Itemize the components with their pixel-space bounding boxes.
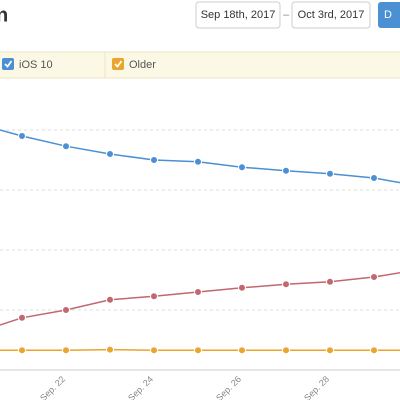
date-from-input[interactable] — [195, 1, 281, 29]
data-point — [194, 288, 202, 296]
legend-label: Older — [129, 59, 156, 71]
data-point — [238, 346, 246, 355]
data-point — [106, 295, 114, 304]
data-point — [150, 292, 158, 301]
date-from: Sep 18th, 2017 — [201, 9, 276, 21]
legend-checkbox[interactable] — [2, 58, 14, 70]
date-separator: – — [283, 9, 290, 21]
data-point — [150, 346, 158, 355]
x-tick-label: Sep. 24 — [126, 374, 155, 400]
data-point — [238, 283, 246, 292]
date-to: Oct 3rd, 2017 — [298, 9, 365, 21]
data-point — [106, 150, 114, 158]
x-tick-label: Sep. 26 — [214, 374, 243, 400]
data-point — [370, 273, 378, 281]
data-point — [194, 346, 202, 355]
legend-check — [4, 60, 13, 68]
data-point — [326, 169, 334, 178]
data-point — [150, 156, 158, 164]
data-point — [238, 163, 246, 172]
legend-bar — [0, 51, 400, 79]
x-tick-label: Sep. 22 — [38, 374, 67, 400]
data-point — [370, 346, 378, 355]
legend-checkbox[interactable] — [112, 58, 124, 70]
legend-label: iOS 10 — [19, 59, 53, 71]
data-point — [62, 346, 70, 355]
data-point — [282, 280, 290, 289]
series-line — [0, 129, 400, 184]
page-title: n — [0, 4, 8, 26]
data-point — [106, 345, 114, 354]
data-point — [370, 174, 378, 182]
data-point — [282, 346, 290, 355]
action-button[interactable] — [378, 2, 400, 28]
data-point — [18, 313, 26, 322]
data-point — [282, 166, 290, 175]
data-point — [326, 277, 334, 286]
date-to-input[interactable] — [291, 1, 371, 29]
data-point — [18, 132, 26, 140]
x-tick-label: Sep. 28 — [302, 374, 331, 400]
data-point — [18, 346, 26, 355]
data-point — [62, 142, 70, 151]
action-button-label: D — [384, 9, 392, 21]
series-line — [0, 271, 400, 326]
data-point — [326, 346, 334, 355]
data-point — [62, 306, 70, 314]
legend-check — [114, 60, 123, 68]
data-point — [194, 157, 202, 166]
